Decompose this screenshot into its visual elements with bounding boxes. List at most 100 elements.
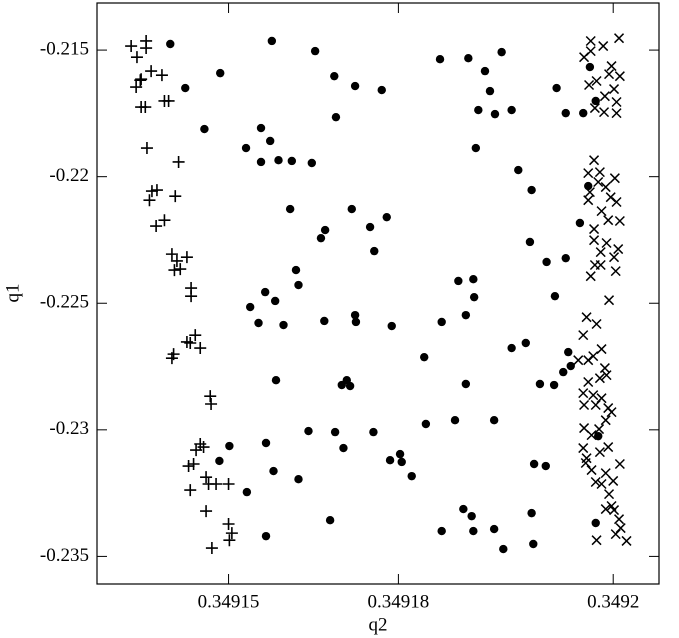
point bbox=[581, 312, 592, 323]
point bbox=[489, 416, 499, 425]
point bbox=[589, 224, 600, 235]
point bbox=[621, 535, 632, 546]
point bbox=[437, 526, 446, 536]
point bbox=[588, 390, 599, 401]
point bbox=[604, 69, 615, 80]
point bbox=[599, 107, 610, 118]
point bbox=[421, 419, 431, 429]
point bbox=[615, 523, 626, 534]
point bbox=[600, 182, 611, 193]
point bbox=[514, 165, 523, 175]
point bbox=[541, 461, 550, 471]
point bbox=[365, 222, 375, 232]
point bbox=[611, 196, 622, 208]
point bbox=[125, 40, 138, 53]
point bbox=[210, 478, 223, 491]
point bbox=[609, 84, 620, 95]
y-tick-label: -0.23 bbox=[49, 418, 89, 439]
point bbox=[490, 109, 500, 119]
point bbox=[552, 83, 561, 93]
y-tick-label: -0.225 bbox=[40, 292, 89, 313]
point bbox=[586, 465, 597, 476]
point bbox=[593, 176, 604, 188]
point bbox=[242, 487, 252, 497]
point bbox=[204, 390, 217, 403]
point bbox=[497, 47, 506, 57]
point bbox=[564, 347, 573, 357]
point bbox=[575, 218, 585, 228]
point bbox=[614, 458, 625, 470]
point bbox=[169, 190, 182, 203]
point bbox=[223, 534, 236, 547]
point bbox=[591, 96, 600, 106]
point bbox=[382, 212, 391, 222]
point bbox=[591, 518, 600, 528]
point bbox=[216, 68, 225, 78]
point bbox=[579, 399, 590, 411]
point bbox=[279, 320, 288, 330]
point bbox=[170, 254, 183, 267]
point bbox=[165, 352, 178, 365]
point bbox=[339, 443, 348, 453]
point bbox=[135, 101, 148, 114]
point bbox=[609, 173, 620, 184]
point bbox=[190, 444, 203, 457]
point bbox=[320, 316, 329, 326]
point bbox=[606, 61, 617, 72]
point bbox=[254, 318, 263, 328]
point bbox=[601, 370, 612, 381]
point bbox=[222, 478, 235, 491]
point bbox=[591, 318, 602, 330]
point bbox=[480, 66, 490, 76]
point bbox=[578, 388, 589, 399]
point bbox=[589, 103, 600, 114]
point bbox=[320, 225, 330, 235]
point bbox=[584, 187, 595, 198]
point bbox=[158, 214, 171, 227]
point bbox=[586, 430, 597, 441]
point bbox=[596, 344, 607, 355]
point bbox=[420, 352, 429, 362]
point bbox=[583, 168, 594, 179]
point bbox=[182, 460, 195, 473]
point bbox=[285, 204, 295, 214]
point bbox=[304, 426, 313, 436]
point bbox=[256, 123, 266, 133]
point bbox=[270, 296, 280, 306]
point bbox=[172, 155, 185, 168]
point bbox=[603, 215, 614, 226]
point bbox=[150, 220, 163, 233]
point bbox=[611, 108, 622, 119]
point bbox=[387, 321, 396, 331]
point bbox=[245, 302, 255, 312]
point bbox=[469, 274, 478, 284]
x-tick-label: 0.3492 bbox=[587, 591, 639, 612]
point bbox=[200, 471, 213, 484]
point bbox=[200, 124, 209, 134]
point bbox=[614, 514, 625, 525]
point bbox=[180, 251, 193, 264]
point bbox=[166, 39, 175, 49]
point bbox=[256, 157, 266, 167]
point bbox=[271, 376, 281, 385]
point bbox=[325, 516, 335, 525]
point bbox=[585, 271, 596, 282]
point bbox=[600, 504, 611, 515]
point bbox=[566, 361, 575, 371]
point bbox=[461, 379, 471, 389]
point bbox=[467, 511, 476, 521]
point bbox=[267, 36, 277, 46]
point bbox=[600, 468, 611, 479]
point bbox=[610, 529, 621, 540]
point bbox=[370, 246, 379, 256]
point bbox=[550, 291, 560, 301]
point bbox=[189, 329, 202, 342]
point bbox=[168, 264, 181, 277]
point bbox=[454, 276, 463, 286]
point bbox=[181, 83, 190, 93]
point bbox=[594, 167, 605, 178]
point bbox=[485, 86, 495, 96]
point bbox=[316, 233, 326, 243]
point bbox=[130, 81, 143, 94]
